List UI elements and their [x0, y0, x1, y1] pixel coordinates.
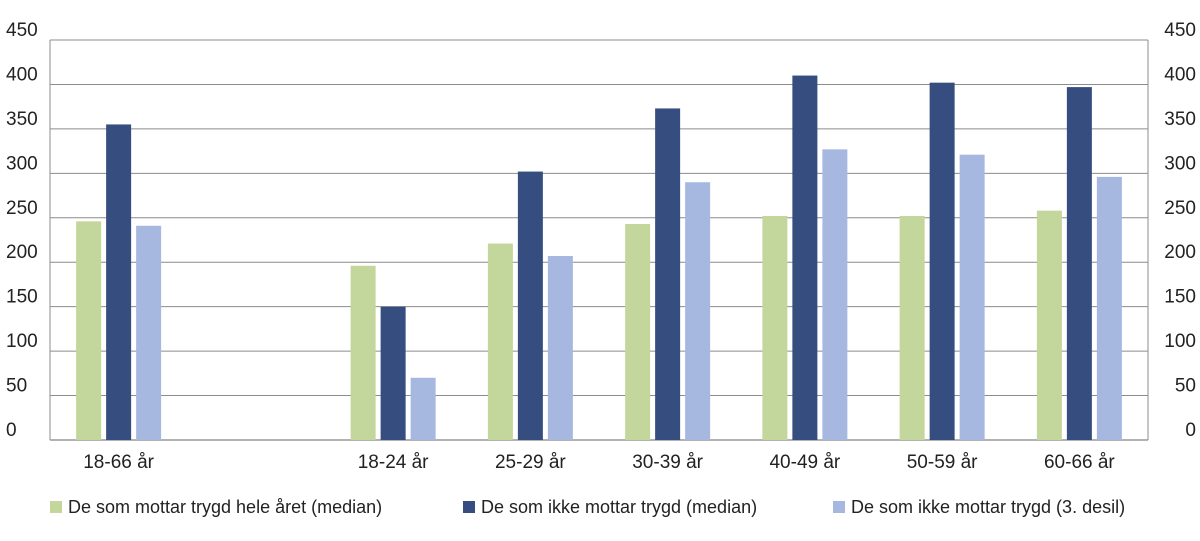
bar [1096, 176, 1122, 440]
bars [76, 75, 1122, 441]
legend-label: De som mottar trygd hele året (median) [68, 497, 382, 517]
bar [487, 243, 513, 440]
legend-label: De som ikke mottar trygd (3. desil) [851, 497, 1125, 517]
y-tick-label-left: 0 [6, 420, 17, 441]
bar [625, 224, 651, 440]
legend-swatch [463, 501, 475, 513]
bar [899, 216, 925, 440]
y-tick-label-right: 100 [1164, 331, 1196, 352]
bar [1066, 87, 1092, 440]
legend-swatch [50, 501, 62, 513]
y-tick-label-left: 250 [6, 198, 38, 219]
y-tick-label-left: 400 [6, 64, 38, 85]
y-tick-label-right: 300 [1164, 153, 1196, 174]
bar [547, 256, 573, 440]
bar [76, 221, 102, 440]
x-tick-label: 18-24 år [358, 452, 429, 473]
y-tick-label-left: 450 [6, 20, 38, 41]
x-tick-label: 30-39 år [632, 452, 703, 473]
gridlines [49, 39, 1149, 441]
y-tick-label-left: 50 [6, 376, 27, 397]
bar [410, 377, 436, 440]
bar [792, 75, 818, 441]
bar [655, 108, 681, 440]
bar [350, 265, 376, 440]
bar [380, 306, 406, 440]
y-tick-label-right: 450 [1164, 20, 1196, 41]
x-tick-label: 25-29 år [495, 452, 566, 473]
x-axis-labels: 18-66 år 18-24 år 25-29 år 30-39 år 40-49 år… [83, 452, 1115, 473]
x-tick-label: 60-66 år [1044, 452, 1115, 473]
bar [959, 154, 985, 440]
left-y-axis: 0 50 100 150 200 250 300 350 400 450 [6, 20, 38, 441]
bar [822, 149, 848, 441]
legend-swatch [833, 501, 845, 513]
y-tick-label-right: 150 [1164, 287, 1196, 308]
bar [762, 216, 788, 440]
x-tick-label: 18-66 år [83, 452, 154, 473]
x-tick-label: 50-59 år [907, 452, 978, 473]
y-tick-label-left: 350 [6, 109, 38, 130]
legend: De som mottar trygd hele året (median) De… [50, 497, 1125, 517]
bar [685, 182, 711, 440]
y-tick-label-right: 250 [1164, 198, 1196, 219]
y-tick-label-right: 200 [1164, 242, 1196, 263]
y-tick-label-left: 100 [6, 331, 38, 352]
right-y-axis: 0 50 100 150 200 250 300 350 400 450 [1164, 20, 1196, 441]
bar [106, 124, 132, 440]
y-tick-label-right: 350 [1164, 109, 1196, 130]
y-tick-label-left: 200 [6, 242, 38, 263]
x-tick-label: 40-49 år [769, 452, 840, 473]
bar [517, 171, 543, 441]
y-tick-label-left: 150 [6, 287, 38, 308]
legend-label: De som ikke mottar trygd (median) [481, 497, 757, 517]
bar [136, 225, 162, 440]
y-tick-label-right: 0 [1185, 420, 1196, 441]
bar [929, 82, 955, 441]
bar [1036, 210, 1062, 440]
y-tick-label-right: 400 [1164, 64, 1196, 85]
y-tick-label-left: 300 [6, 153, 38, 174]
y-tick-label-right: 50 [1175, 376, 1196, 397]
